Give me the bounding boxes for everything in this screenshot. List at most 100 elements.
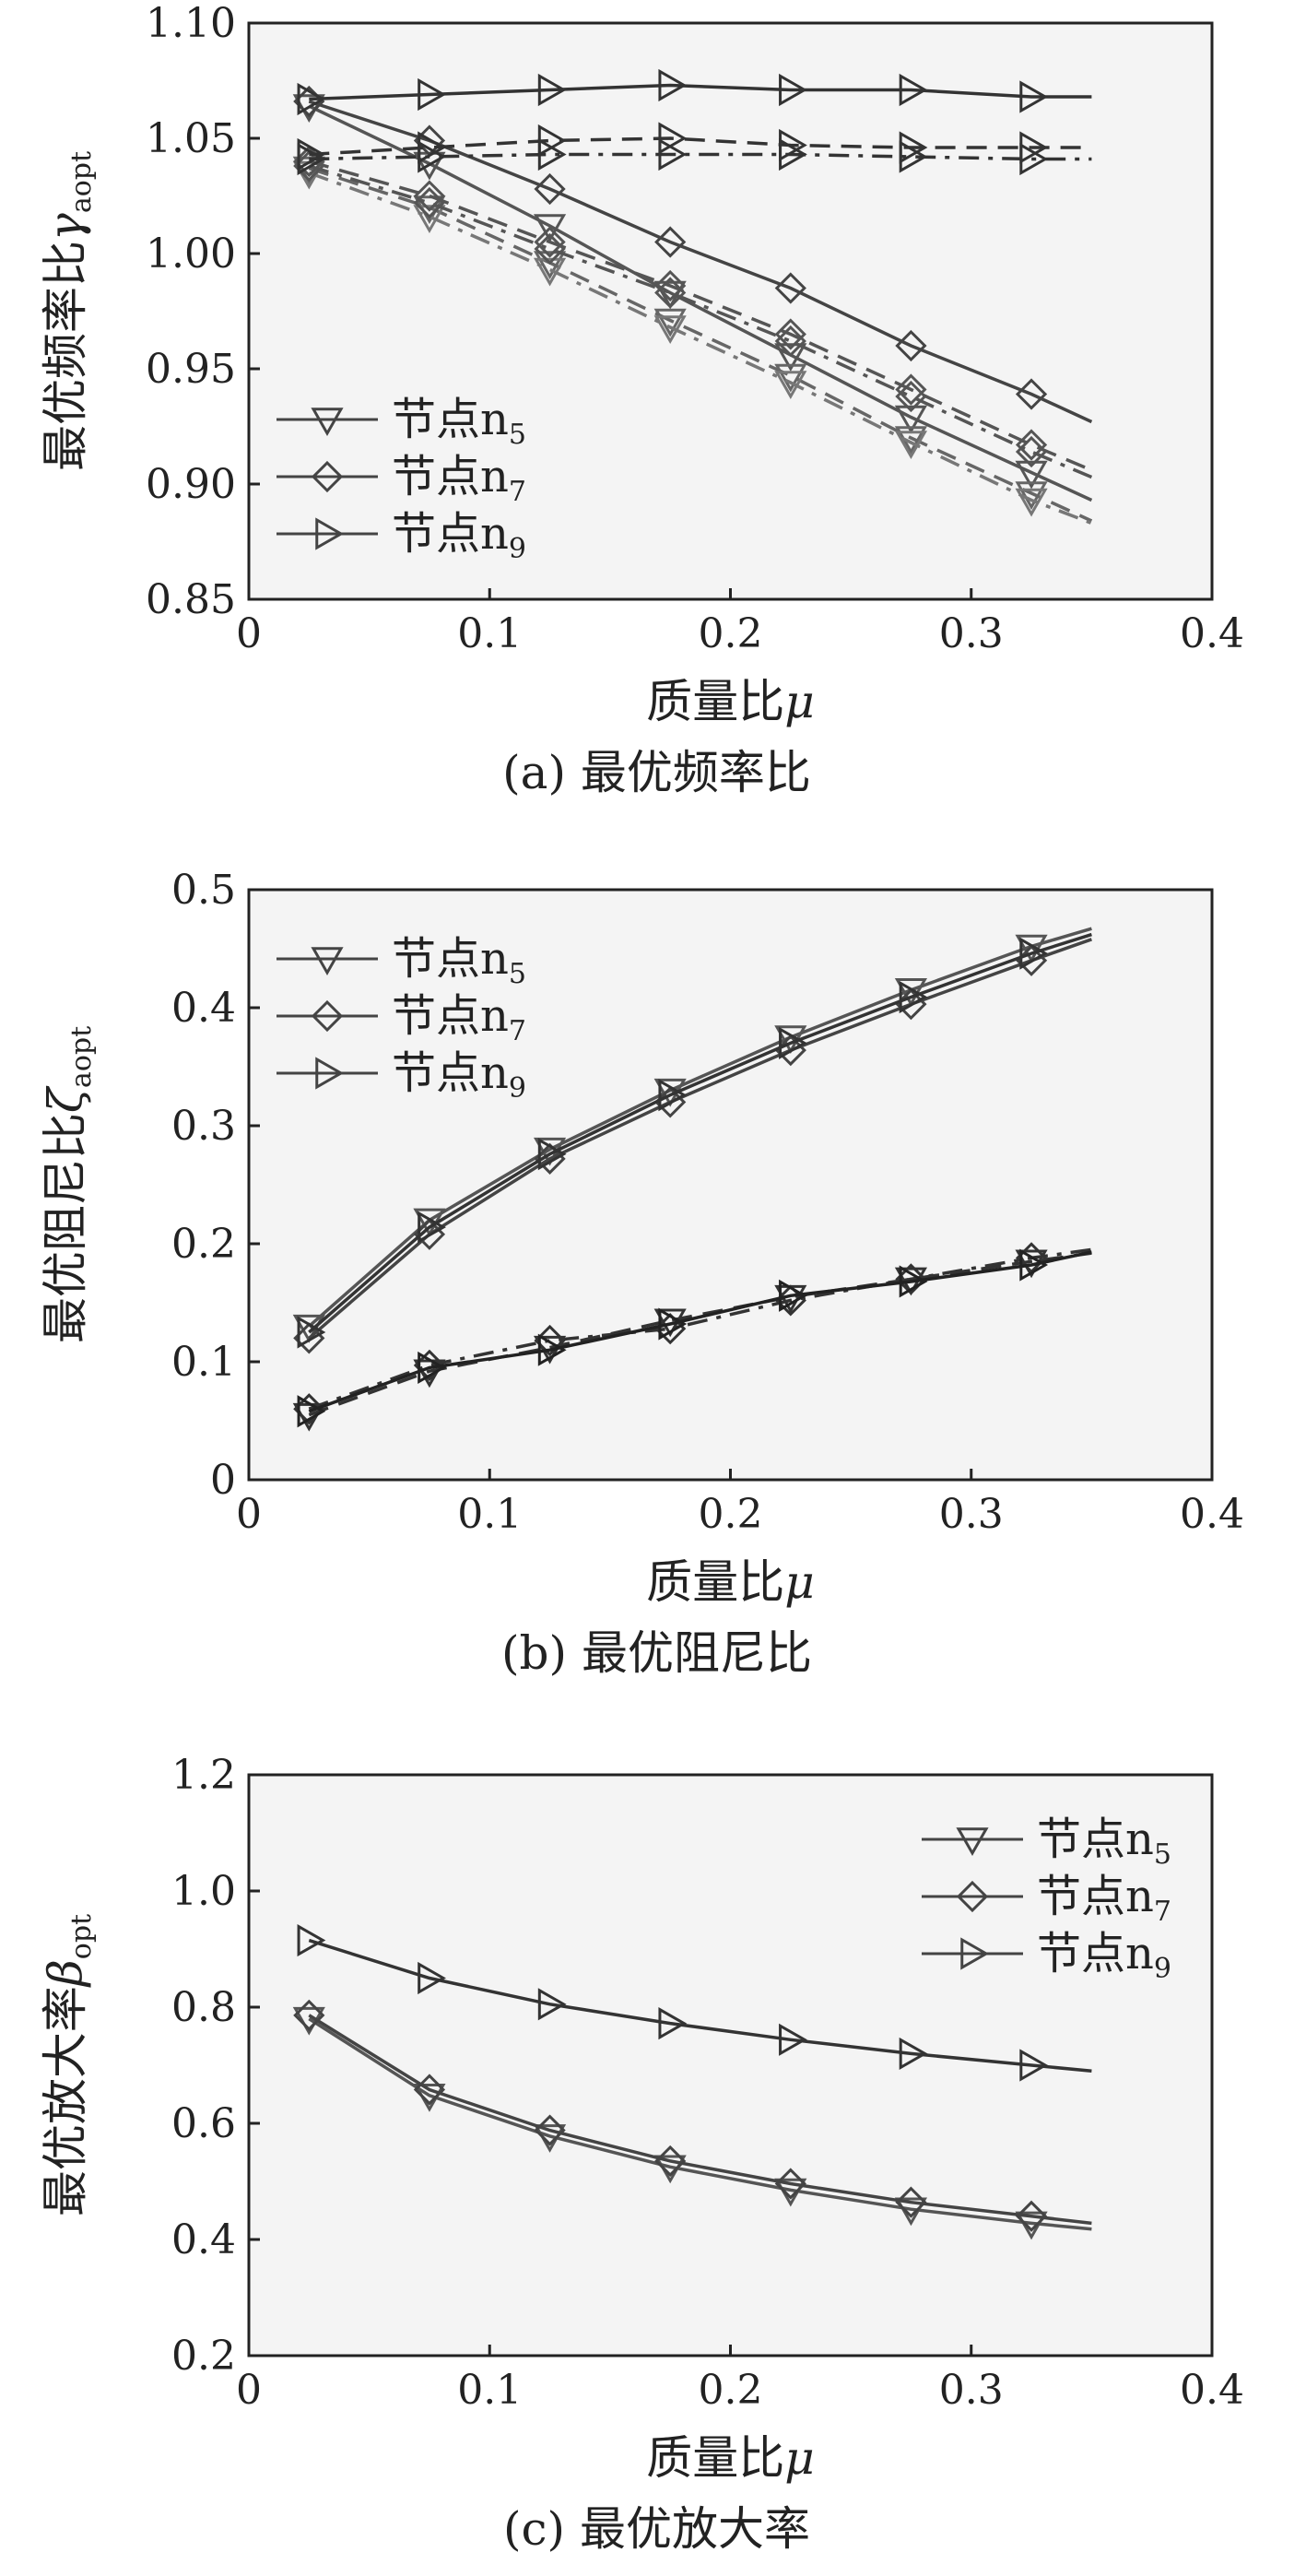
data-point xyxy=(779,2023,807,2056)
data-point xyxy=(895,2186,927,2218)
plot-area xyxy=(249,890,1212,1480)
data-point xyxy=(297,1316,326,1349)
y-tick-label: 0.8 xyxy=(171,1984,236,2031)
x-axis-label: 质量比μ xyxy=(646,1555,815,1609)
data-point xyxy=(537,1138,567,1171)
x-tick-label: 0 xyxy=(236,610,262,657)
data-point xyxy=(533,257,567,287)
x-tick-label: 0.1 xyxy=(457,1491,522,1538)
data-point xyxy=(534,2114,566,2146)
panel-caption: (a) 最优频率比 xyxy=(502,746,811,799)
y-tick-label: 0.4 xyxy=(171,985,236,1032)
data-point xyxy=(899,73,928,107)
data-point xyxy=(534,226,566,258)
data-point xyxy=(899,2037,928,2070)
data-point xyxy=(654,226,687,258)
data-point xyxy=(1019,1248,1049,1282)
data-point xyxy=(654,2145,687,2178)
legend-marker xyxy=(311,408,344,437)
y-tick-label: 0.1 xyxy=(171,1339,236,1386)
data-point xyxy=(1019,142,1049,176)
y-tick-label: 0.85 xyxy=(146,576,236,623)
chart-panel-3: 0 0.1 0.2 0.3 0.4 0.2 0.4 0.6 0.8 1.0 1.2 质量比μ 最优放大率… xyxy=(39,1752,1244,2556)
legend-item-2: 节点n7 xyxy=(276,451,526,508)
series-3 xyxy=(292,160,1093,526)
data-point xyxy=(297,142,326,176)
x-tick-label: 0.3 xyxy=(939,2367,1004,2414)
series-line xyxy=(308,1247,1092,1411)
legend-label: 节点n5 xyxy=(392,394,526,451)
legend-marker xyxy=(315,517,345,550)
series-line xyxy=(308,160,1093,472)
data-point xyxy=(1015,2200,1048,2232)
y-tick-label: 0.5 xyxy=(171,867,236,914)
legend-item-3: 节点n9 xyxy=(276,508,526,565)
x-tick-label: 0.4 xyxy=(1180,1491,1244,1538)
legend-marker xyxy=(315,1057,345,1090)
series-line xyxy=(308,932,1092,1334)
data-point xyxy=(297,1395,326,1428)
x-tick-label: 0 xyxy=(236,2367,262,2414)
y-tick-label: 0.95 xyxy=(146,346,236,393)
legend-item-3: 节点n9 xyxy=(276,1047,526,1105)
series-3 xyxy=(297,1923,1092,2082)
legend-item-1: 节点n5 xyxy=(276,933,526,990)
data-point xyxy=(658,1079,688,1112)
data-point xyxy=(774,325,806,358)
data-point xyxy=(297,1923,326,1957)
legend-item-1: 节点n5 xyxy=(276,394,526,451)
series-line xyxy=(308,100,1093,424)
data-point xyxy=(779,1279,807,1312)
data-point xyxy=(774,2168,806,2200)
data-point xyxy=(413,186,446,219)
data-point xyxy=(658,1307,688,1341)
data-point xyxy=(418,1351,446,1384)
plot-area xyxy=(249,1775,1212,2356)
series-line xyxy=(308,2014,1092,2226)
legend-label: 节点n7 xyxy=(392,990,526,1047)
legend-label: 节点n5 xyxy=(392,933,526,990)
series-line xyxy=(308,1938,1092,2074)
legend-marker xyxy=(960,1937,990,1970)
legend-label: 节点n7 xyxy=(1037,1871,1171,1928)
legend-marker xyxy=(311,460,344,493)
legend-item-3: 节点n9 xyxy=(922,1928,1171,1985)
data-point xyxy=(418,1211,446,1244)
series-6 xyxy=(293,149,1093,479)
series-2 xyxy=(293,1999,1092,2232)
data-point xyxy=(774,318,806,350)
y-tick-label: 0.6 xyxy=(171,2100,236,2147)
x-tick-label: 0.4 xyxy=(1180,2367,1244,2414)
series-7 xyxy=(297,68,1092,116)
data-point xyxy=(1015,429,1048,461)
data-point xyxy=(534,172,566,206)
data-point xyxy=(533,214,567,243)
data-point xyxy=(658,137,688,171)
panel-caption: (c) 最优放大率 xyxy=(503,2502,810,2556)
data-point xyxy=(894,405,928,434)
y-tick-label: 0.3 xyxy=(171,1103,236,1150)
y-tick-label: 1.10 xyxy=(146,0,236,47)
data-point xyxy=(654,277,687,309)
data-point xyxy=(895,380,927,413)
series-line xyxy=(309,152,1092,161)
data-point xyxy=(895,329,927,362)
y-tick-label: 1.00 xyxy=(146,230,236,278)
data-point xyxy=(1015,488,1048,517)
x-tick-label: 0.2 xyxy=(699,2367,763,2414)
legend-label: 节点n9 xyxy=(392,508,526,565)
data-point xyxy=(774,363,807,393)
data-point xyxy=(779,137,807,171)
data-point xyxy=(899,140,928,173)
x-axis-label: 质量比μ xyxy=(646,2431,815,2485)
y-tick-label: 0.2 xyxy=(171,2333,236,2380)
data-point xyxy=(779,1026,807,1059)
data-point xyxy=(899,980,928,1014)
series-6 xyxy=(297,1248,1092,1428)
y-tick-label: 0 xyxy=(210,1457,236,1504)
data-point xyxy=(1015,460,1048,490)
data-point xyxy=(533,251,567,280)
data-point xyxy=(537,1333,567,1366)
data-point xyxy=(297,82,326,116)
